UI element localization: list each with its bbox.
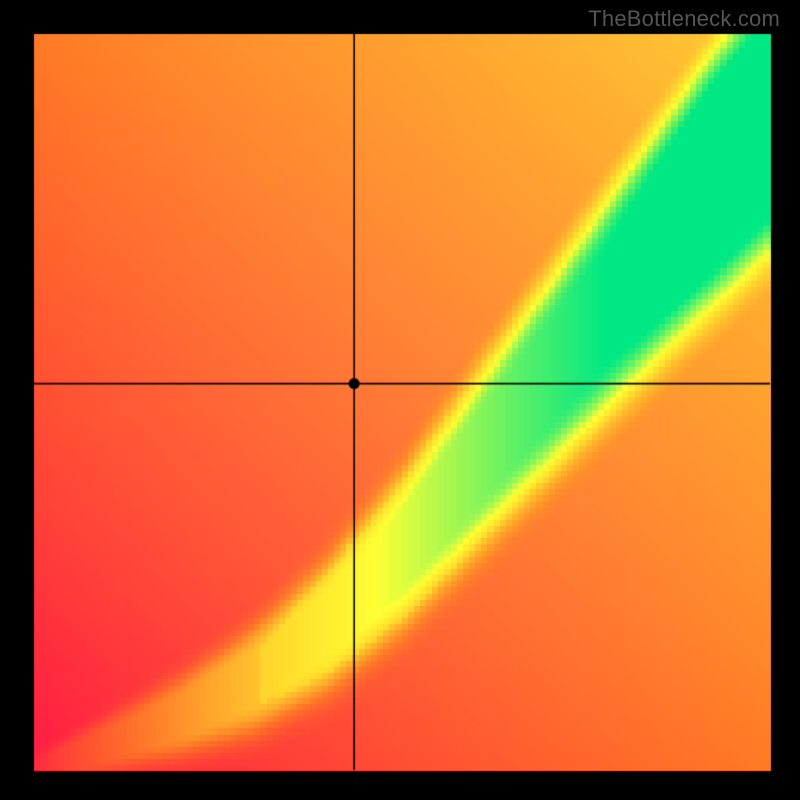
bottleneck-heatmap-canvas <box>0 0 800 800</box>
watermark-text: TheBottleneck.com <box>588 6 780 32</box>
chart-container: TheBottleneck.com <box>0 0 800 800</box>
